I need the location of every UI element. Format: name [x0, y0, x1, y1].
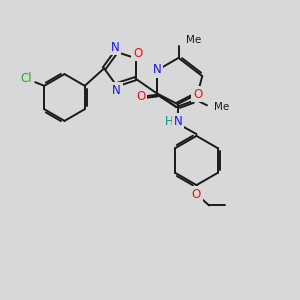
Text: O: O [193, 88, 202, 101]
Text: O: O [136, 90, 146, 103]
Text: O: O [133, 46, 142, 60]
Text: N: N [112, 84, 121, 97]
Text: N: N [152, 63, 161, 76]
Text: Cl: Cl [20, 72, 32, 85]
Text: Me: Me [214, 102, 229, 112]
Text: O: O [192, 188, 201, 201]
Text: N: N [174, 115, 183, 128]
Text: H: H [165, 115, 174, 128]
Text: Me: Me [186, 35, 201, 45]
Text: N: N [110, 40, 119, 54]
